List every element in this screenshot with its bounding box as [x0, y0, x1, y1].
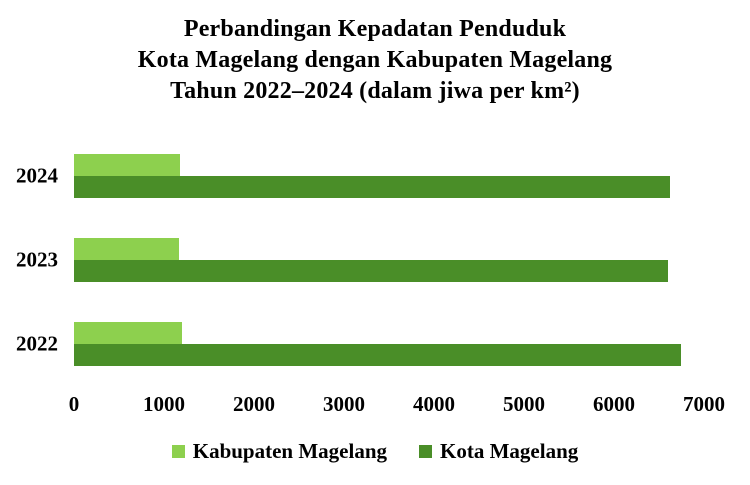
- bar-kabupaten-magelang-2022: [74, 322, 182, 344]
- x-axis-tick-5000: 5000: [503, 392, 545, 416]
- x-axis-tick-0: 0: [68, 392, 80, 416]
- bar-kota-magelang-2022: [74, 344, 681, 366]
- y-axis-label-2022: 2022: [16, 331, 58, 356]
- bar-kota-magelang-2024: [74, 176, 670, 198]
- bar-kabupaten-magelang-2024: [74, 154, 181, 176]
- bar-kabupaten-magelang-2023: [74, 238, 180, 260]
- y-axis-label-2024: 2024: [16, 163, 58, 188]
- x-axis-tick-7000: 7000: [683, 392, 725, 416]
- x-axis-tick-4000: 4000: [413, 392, 455, 416]
- legend-label-kota-magelang: Kota Magelang: [440, 439, 579, 463]
- chart-title: Perbandingan Kepadatan Penduduk Kota Mag…: [0, 14, 750, 107]
- legend-swatch-kabupaten-magelang: [171, 445, 185, 458]
- bar-kota-magelang-2023: [74, 260, 668, 282]
- chart-title-line3: Tahun 2022–2024 (dalam jiwa per km²): [170, 78, 580, 104]
- y-axis-label-2023: 2023: [16, 247, 58, 272]
- x-axis-tick-1000: 1000: [143, 392, 185, 416]
- chart-title-line1: Perbandingan Kepadatan Penduduk: [183, 16, 567, 42]
- legend: Kabupaten Magelang Kota Magelang: [0, 441, 750, 462]
- chart-title-line2: Kota Magelang dengan Kabupaten Magelang: [137, 47, 613, 73]
- x-axis-tick-6000: 6000: [593, 392, 635, 416]
- x-axis-tick-3000: 3000: [323, 392, 365, 416]
- legend-swatch-kota-magelang: [419, 445, 433, 458]
- x-axis-tick-2000: 2000: [233, 392, 275, 416]
- legend-item-kabupaten-magelang: Kabupaten Magelang: [171, 439, 388, 463]
- legend-item-kota-magelang: Kota Magelang: [419, 441, 578, 462]
- legend-label-kabupaten-magelang: Kabupaten Magelang: [192, 439, 388, 463]
